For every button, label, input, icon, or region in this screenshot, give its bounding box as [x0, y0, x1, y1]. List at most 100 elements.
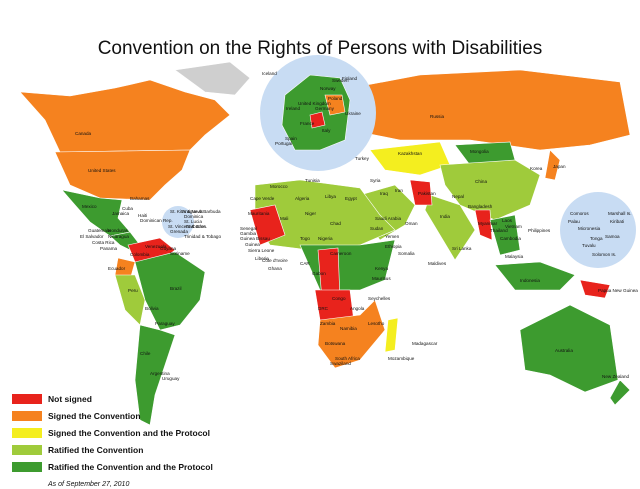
country-label: Sudan: [370, 226, 384, 231]
legend-swatch: [12, 428, 42, 438]
country-label: Indonesia: [520, 278, 540, 283]
argentina-chile: [134, 324, 176, 426]
greenland: [174, 61, 251, 96]
country-label: Papua New Guinea: [598, 288, 638, 293]
country-label: France: [300, 121, 315, 126]
country-label: Syria: [370, 178, 381, 183]
country-label: Saudi Arabia: [375, 216, 401, 221]
canada: [19, 79, 231, 153]
country-label: Argentina: [150, 371, 170, 376]
country-label: Senegal: [240, 226, 257, 231]
new-zealand: [609, 379, 631, 406]
country-label: Kazakhstan: [398, 151, 422, 156]
kazakhstan: [369, 141, 451, 176]
country-label: Sri Lanka: [452, 246, 472, 251]
country-label: Gambia: [240, 231, 257, 236]
country-label: Nigeria: [318, 236, 333, 241]
country-label: Angola: [350, 306, 365, 311]
japan: [544, 149, 561, 181]
country-label: Kiribati: [610, 219, 624, 224]
united-states: [54, 149, 191, 201]
pakistan: [409, 179, 433, 206]
country-label: Germany: [315, 106, 335, 111]
country-label: Haiti: [138, 213, 147, 218]
country-label: Ghana: [268, 266, 282, 271]
country-label: Oman: [405, 221, 418, 226]
country-label: Maldives: [428, 261, 447, 266]
country-label: Vanuatu: [0, 0, 17, 1]
country-label: Ecuador: [108, 266, 126, 271]
country-label: Nepal: [452, 194, 464, 199]
legend-swatch: [12, 394, 42, 404]
madagascar: [384, 317, 399, 353]
myanmar: [474, 209, 493, 241]
country-label: New Zealand: [602, 374, 630, 379]
legend-label: Ratified the Convention and the Protocol: [48, 462, 213, 472]
country-label: United States: [88, 168, 116, 173]
country-label: Chad: [330, 221, 341, 226]
country-label: Korea: [530, 166, 543, 171]
country-label: China: [475, 179, 487, 184]
country-label: Nicaragua: [108, 234, 129, 239]
country-label: CAR: [300, 261, 310, 266]
country-label: St. Vincent & Gren.: [168, 224, 207, 229]
country-label: Trinidad & Tobago: [184, 234, 221, 239]
country-label: Sierra Leone: [248, 248, 275, 253]
country-label: Japan: [553, 164, 566, 169]
country-label: Pakistan: [418, 191, 436, 196]
legend-swatch: [12, 445, 42, 455]
country-label: Palau: [568, 219, 580, 224]
legend-label: Signed the Convention and the Protocol: [48, 428, 210, 438]
country-label: Barbados: [186, 224, 206, 229]
country-label: Micronesia: [578, 226, 601, 231]
country-label: St. Lucia: [184, 219, 202, 224]
country-label: Ukraine: [345, 111, 361, 116]
country-label: Turkey: [355, 156, 370, 161]
country-label: Comoros: [570, 211, 589, 216]
country-label: Chile: [140, 351, 151, 356]
country-label: Cuba: [122, 206, 133, 211]
country-label: Côte d'Ivoire: [262, 258, 288, 263]
country-label: St. Kitts & Nevis: [170, 209, 204, 214]
europe-signed: [324, 94, 346, 116]
country-label: Mongolia: [470, 149, 489, 154]
country-label: Venezuela: [145, 244, 167, 249]
country-label: Mozambique: [388, 356, 415, 361]
caribbean-inset: [162, 206, 194, 238]
country-label: Seychelles: [368, 296, 391, 301]
country-label: Guyana: [160, 246, 177, 251]
country-label: Spain: [285, 136, 297, 141]
country-label: Tonga: [590, 236, 603, 241]
country-label: Myanmar: [478, 221, 498, 226]
country-label: Swaziland: [330, 361, 351, 366]
country-label: Laos: [502, 218, 513, 223]
country-label: DRC: [318, 306, 329, 311]
country-label: Ethiopia: [385, 244, 402, 249]
country-label: Guinea Bissau: [240, 236, 270, 241]
peru: [114, 274, 146, 326]
country-label: Yemen: [385, 234, 400, 239]
country-label: Iraq: [380, 191, 388, 196]
country-label: Dominica: [184, 214, 204, 219]
country-label: Tunisia: [305, 178, 320, 183]
country-label: Malaysia: [505, 254, 524, 259]
country-label: Russia: [430, 114, 444, 119]
country-label: Peru: [128, 288, 138, 293]
country-label: Cameroon: [330, 251, 352, 256]
country-label: Grenada: [170, 229, 188, 234]
legend-label: Ratified the Convention: [48, 445, 143, 455]
country-label: Vietnam: [505, 224, 522, 229]
country-label: India: [440, 214, 450, 219]
indochina: [489, 214, 521, 256]
country-label: Mauritius: [372, 276, 391, 281]
country-label: Colombia: [130, 252, 150, 257]
country-label: Congo: [332, 296, 346, 301]
legend-label: Not signed: [48, 394, 92, 404]
country-label: Antigua & Barbuda: [182, 209, 221, 214]
country-label: Jamaica: [112, 211, 130, 216]
west-africa: [249, 204, 286, 246]
australia: [519, 304, 619, 393]
country-label: United Kingdom: [298, 101, 331, 106]
country-label: South Africa: [335, 356, 360, 361]
legend-swatch: [12, 462, 42, 472]
